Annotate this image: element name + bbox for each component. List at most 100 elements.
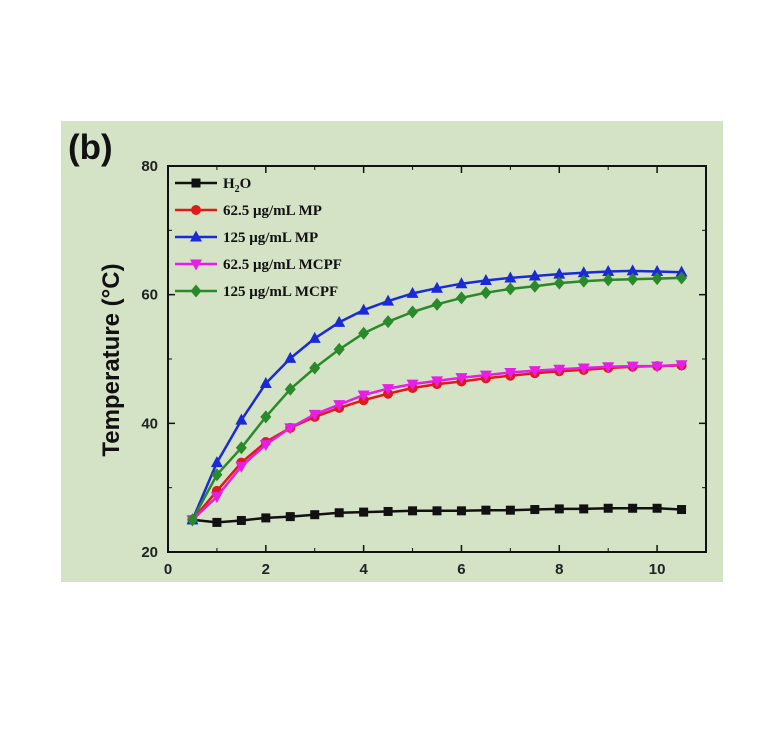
data-point — [235, 441, 247, 455]
data-point — [432, 506, 442, 516]
data-point — [504, 368, 517, 380]
data-point — [431, 297, 443, 311]
data-point — [431, 281, 443, 293]
data-point — [578, 274, 590, 288]
legend-swatch-marker — [191, 178, 201, 188]
data-point — [456, 506, 466, 516]
data-point — [431, 376, 443, 388]
data-point — [651, 272, 663, 286]
data-point — [676, 271, 688, 285]
plot-frame — [167, 165, 707, 553]
data-point — [212, 517, 222, 527]
data-point — [309, 361, 321, 375]
series-line — [191, 276, 682, 521]
data-point — [236, 515, 246, 525]
y-tick-label: 80 — [141, 158, 158, 175]
data-point — [675, 265, 688, 277]
data-point — [577, 266, 590, 278]
data-point — [579, 504, 589, 514]
panel-label: (b) — [68, 128, 113, 167]
data-point — [603, 503, 613, 513]
data-point — [652, 503, 662, 513]
data-point — [480, 286, 492, 300]
data-point — [627, 272, 639, 286]
data-point — [407, 305, 419, 319]
legend-item-0: H2O — [175, 176, 251, 195]
data-point — [504, 271, 517, 283]
data-point — [259, 376, 272, 388]
legend-item-4: 125 μg/mL MCPF — [175, 284, 338, 300]
x-tick-label: 8 — [555, 561, 563, 578]
legend-item-1: 62.5 μg/mL MP — [175, 203, 322, 219]
data-point — [357, 303, 370, 315]
data-point — [383, 506, 393, 516]
data-point — [529, 279, 541, 293]
data-point — [284, 351, 297, 363]
data-point — [334, 508, 344, 518]
data-point — [333, 342, 345, 356]
data-point — [261, 513, 271, 523]
data-point — [284, 382, 296, 396]
x-tick-label: 10 — [649, 561, 666, 578]
data-point — [677, 505, 687, 515]
data-point — [406, 379, 419, 391]
data-point — [553, 267, 566, 279]
data-point — [553, 364, 566, 376]
data-point — [406, 286, 419, 298]
data-point — [626, 264, 639, 276]
legend-label: 62.5 μg/mL MCPF — [223, 257, 342, 273]
legend-label: H2O — [223, 176, 251, 195]
data-point — [628, 503, 638, 513]
series-4 — [186, 271, 688, 527]
series-0 — [187, 503, 687, 527]
data-point — [358, 326, 370, 340]
data-point — [530, 505, 540, 515]
y-tick-label: 40 — [141, 415, 158, 432]
y-axis-label: Temperature (°C) — [98, 263, 125, 456]
series-group — [186, 264, 688, 527]
data-point — [479, 370, 492, 382]
data-point — [455, 373, 468, 385]
data-point — [455, 277, 468, 289]
data-point — [210, 456, 223, 468]
data-point — [651, 265, 664, 277]
data-point — [602, 265, 615, 277]
legend-label: 125 μg/mL MCPF — [223, 284, 338, 300]
data-point — [260, 410, 272, 424]
data-point — [382, 384, 395, 396]
data-point — [382, 294, 395, 306]
x-tick-label: 2 — [262, 561, 270, 578]
data-point — [481, 505, 491, 515]
data-point — [333, 315, 346, 327]
data-point — [285, 512, 295, 522]
data-point — [651, 361, 664, 373]
data-point — [186, 513, 198, 527]
data-point — [505, 505, 515, 515]
legend-label: 62.5 μg/mL MP — [223, 203, 322, 219]
legend-swatch-marker — [190, 284, 202, 298]
data-point — [479, 274, 492, 286]
data-point — [357, 390, 370, 402]
x-tick-label: 0 — [164, 561, 172, 578]
data-point — [235, 413, 248, 425]
data-point — [308, 409, 321, 421]
data-point — [333, 400, 346, 412]
data-point — [528, 269, 541, 281]
legend-swatch-marker — [191, 205, 201, 215]
data-point — [210, 492, 223, 504]
data-point — [235, 461, 248, 473]
data-point — [455, 291, 467, 305]
legend-swatch-marker — [190, 259, 202, 271]
x-tick-label: 6 — [457, 561, 465, 578]
data-point — [602, 362, 615, 374]
data-point — [211, 468, 223, 482]
legend-swatch-marker — [190, 230, 202, 242]
data-point — [308, 331, 321, 343]
data-point — [675, 360, 688, 372]
data-point — [382, 315, 394, 329]
data-point — [626, 361, 639, 373]
series-3 — [186, 360, 688, 527]
data-point — [284, 423, 297, 435]
legend: H2O 62.5 μg/mL MP 125 μg/mL MP 62.5 μg/mL M… — [175, 176, 342, 300]
